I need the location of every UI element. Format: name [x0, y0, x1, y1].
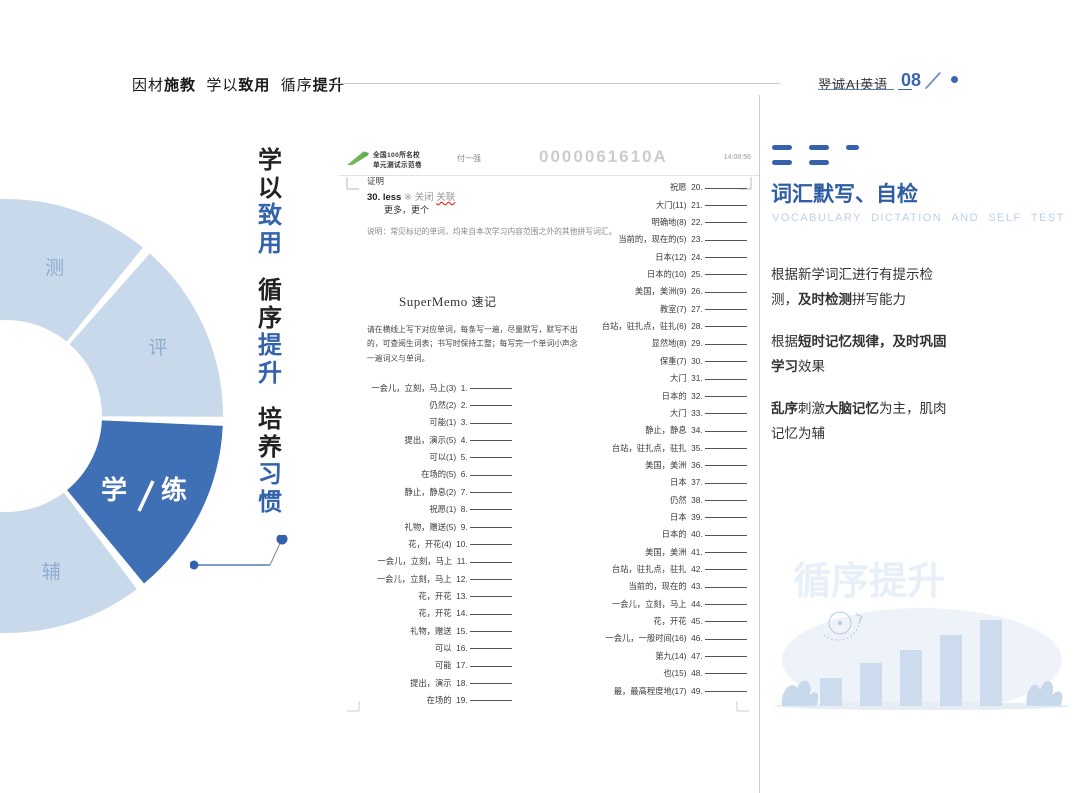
svg-text:评: 评: [148, 338, 167, 359]
svg-text:辅: 辅: [42, 561, 61, 583]
svg-text:练: 练: [161, 475, 187, 505]
svg-text:测: 测: [45, 257, 64, 279]
svg-text:学: 学: [101, 475, 127, 505]
